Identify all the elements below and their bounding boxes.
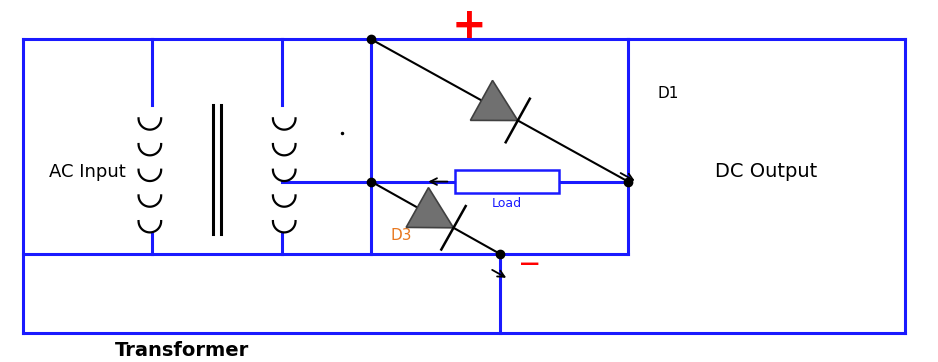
Text: D3: D3	[391, 228, 413, 243]
Polygon shape	[406, 188, 453, 228]
Text: Load: Load	[492, 197, 522, 210]
Text: —: —	[520, 254, 539, 273]
Bar	[455, 170, 559, 193]
Text: AC Input: AC Input	[49, 163, 126, 181]
Polygon shape	[471, 80, 518, 121]
Text: D1: D1	[658, 86, 679, 101]
Text: Transformer: Transformer	[115, 341, 250, 360]
Text: +: +	[451, 5, 486, 47]
Text: DC Output: DC Output	[716, 162, 818, 181]
